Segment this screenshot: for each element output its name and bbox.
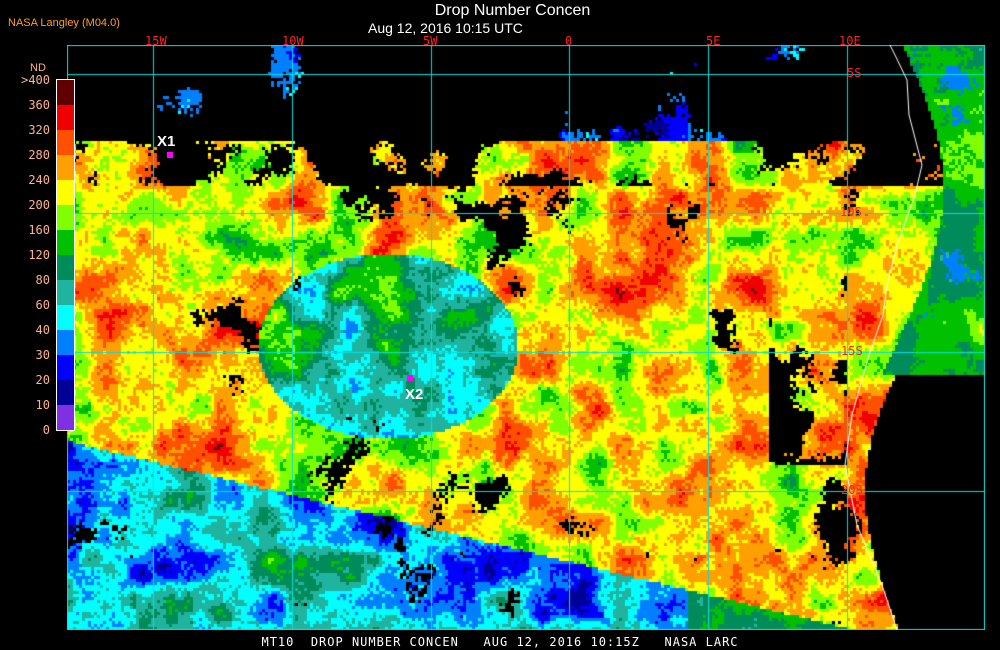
legend-label: 320 (28, 123, 50, 137)
legend-swatch (57, 205, 74, 230)
legend-swatch (57, 355, 74, 380)
lon-label-5e: 5E (706, 34, 721, 48)
legend-label: >400 (21, 73, 50, 87)
footer-caption: MT10 DROP NUMBER CONCEN AUG 12, 2016 10:… (261, 635, 739, 649)
legend-swatch (57, 230, 74, 255)
legend-title: ND (30, 62, 46, 74)
color-legend (56, 79, 75, 431)
legend-label: 280 (28, 148, 50, 162)
marker-x2-point (407, 375, 413, 381)
lat-label-5s: 5S (847, 66, 862, 80)
credit-label: NASA Langley (M04.0) (8, 17, 120, 29)
lon-label-10e: 10E (839, 34, 861, 48)
legend-label: 120 (28, 248, 50, 262)
legend-label: 80 (35, 273, 50, 287)
lon-label-5w: 5W (423, 34, 438, 48)
legend-label: 60 (35, 298, 50, 312)
legend-label: 160 (28, 223, 50, 237)
legend-swatch (57, 105, 74, 130)
legend-label: 0 (42, 423, 50, 437)
satellite-map (67, 45, 985, 630)
legend-label: 30 (35, 348, 50, 362)
legend-swatch (57, 155, 74, 180)
legend-swatch (57, 405, 74, 430)
lon-label-15w: 15W (145, 34, 167, 48)
legend-swatch (57, 255, 74, 280)
marker-x1-label: X1 (157, 133, 176, 150)
image-title: Drop Number Concen (434, 2, 591, 19)
marker-x1-point (167, 152, 173, 158)
legend-swatch (57, 380, 74, 405)
image-timestamp: Aug 12, 2016 10:15 UTC (368, 20, 523, 36)
legend-label: 40 (35, 323, 50, 337)
lon-label-0: 0 (565, 34, 573, 48)
lat-label-20s: 20S (841, 483, 863, 497)
lat-label-15s: 15S (841, 344, 863, 358)
legend-swatch (57, 130, 74, 155)
legend-label: 240 (28, 173, 50, 187)
legend-swatch (57, 80, 74, 105)
legend-label: 20 (35, 373, 50, 387)
lon-label-10w: 10W (282, 34, 304, 48)
lat-label-10s: 10S (840, 205, 862, 219)
legend-swatch (57, 330, 74, 355)
marker-x2-label: X2 (405, 386, 424, 403)
legend-swatch (57, 180, 74, 205)
legend-swatch (57, 305, 74, 330)
legend-label: 200 (28, 198, 50, 212)
legend-label: 360 (28, 98, 50, 112)
legend-swatch (57, 280, 74, 305)
legend-label: 10 (35, 398, 50, 412)
